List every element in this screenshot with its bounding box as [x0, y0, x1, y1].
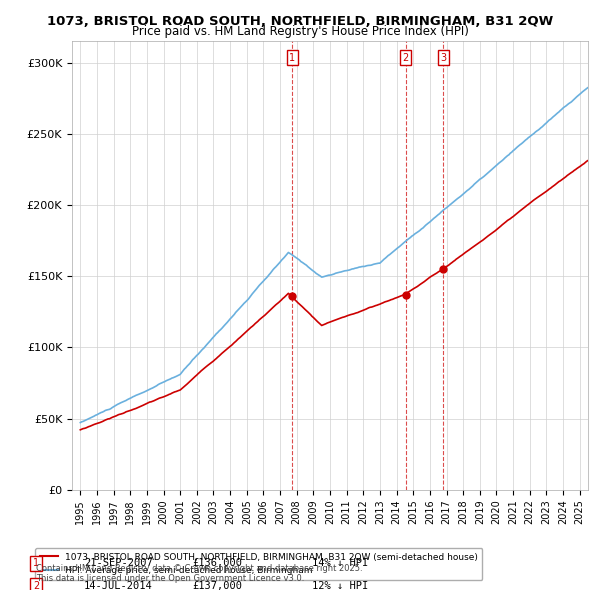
- Text: £136,000: £136,000: [192, 559, 242, 568]
- Text: 1073, BRISTOL ROAD SOUTH, NORTHFIELD, BIRMINGHAM, B31 2QW: 1073, BRISTOL ROAD SOUTH, NORTHFIELD, BI…: [47, 15, 553, 28]
- Text: 1: 1: [33, 559, 39, 568]
- Text: Contains HM Land Registry data © Crown copyright and database right 2025.
This d: Contains HM Land Registry data © Crown c…: [36, 563, 362, 583]
- Text: 3: 3: [440, 53, 446, 63]
- Text: £137,000: £137,000: [192, 581, 242, 590]
- Text: 2: 2: [403, 53, 409, 63]
- Text: 14% ↓ HPI: 14% ↓ HPI: [312, 559, 368, 568]
- Text: 14-JUL-2014: 14-JUL-2014: [84, 581, 153, 590]
- Text: 21-SEP-2007: 21-SEP-2007: [84, 559, 153, 568]
- Text: 1: 1: [289, 53, 295, 63]
- Text: 12% ↓ HPI: 12% ↓ HPI: [312, 581, 368, 590]
- Text: 2: 2: [33, 581, 39, 590]
- Legend: 1073, BRISTOL ROAD SOUTH, NORTHFIELD, BIRMINGHAM, B31 2QW (semi-detached house),: 1073, BRISTOL ROAD SOUTH, NORTHFIELD, BI…: [35, 548, 482, 579]
- Text: Price paid vs. HM Land Registry's House Price Index (HPI): Price paid vs. HM Land Registry's House …: [131, 25, 469, 38]
